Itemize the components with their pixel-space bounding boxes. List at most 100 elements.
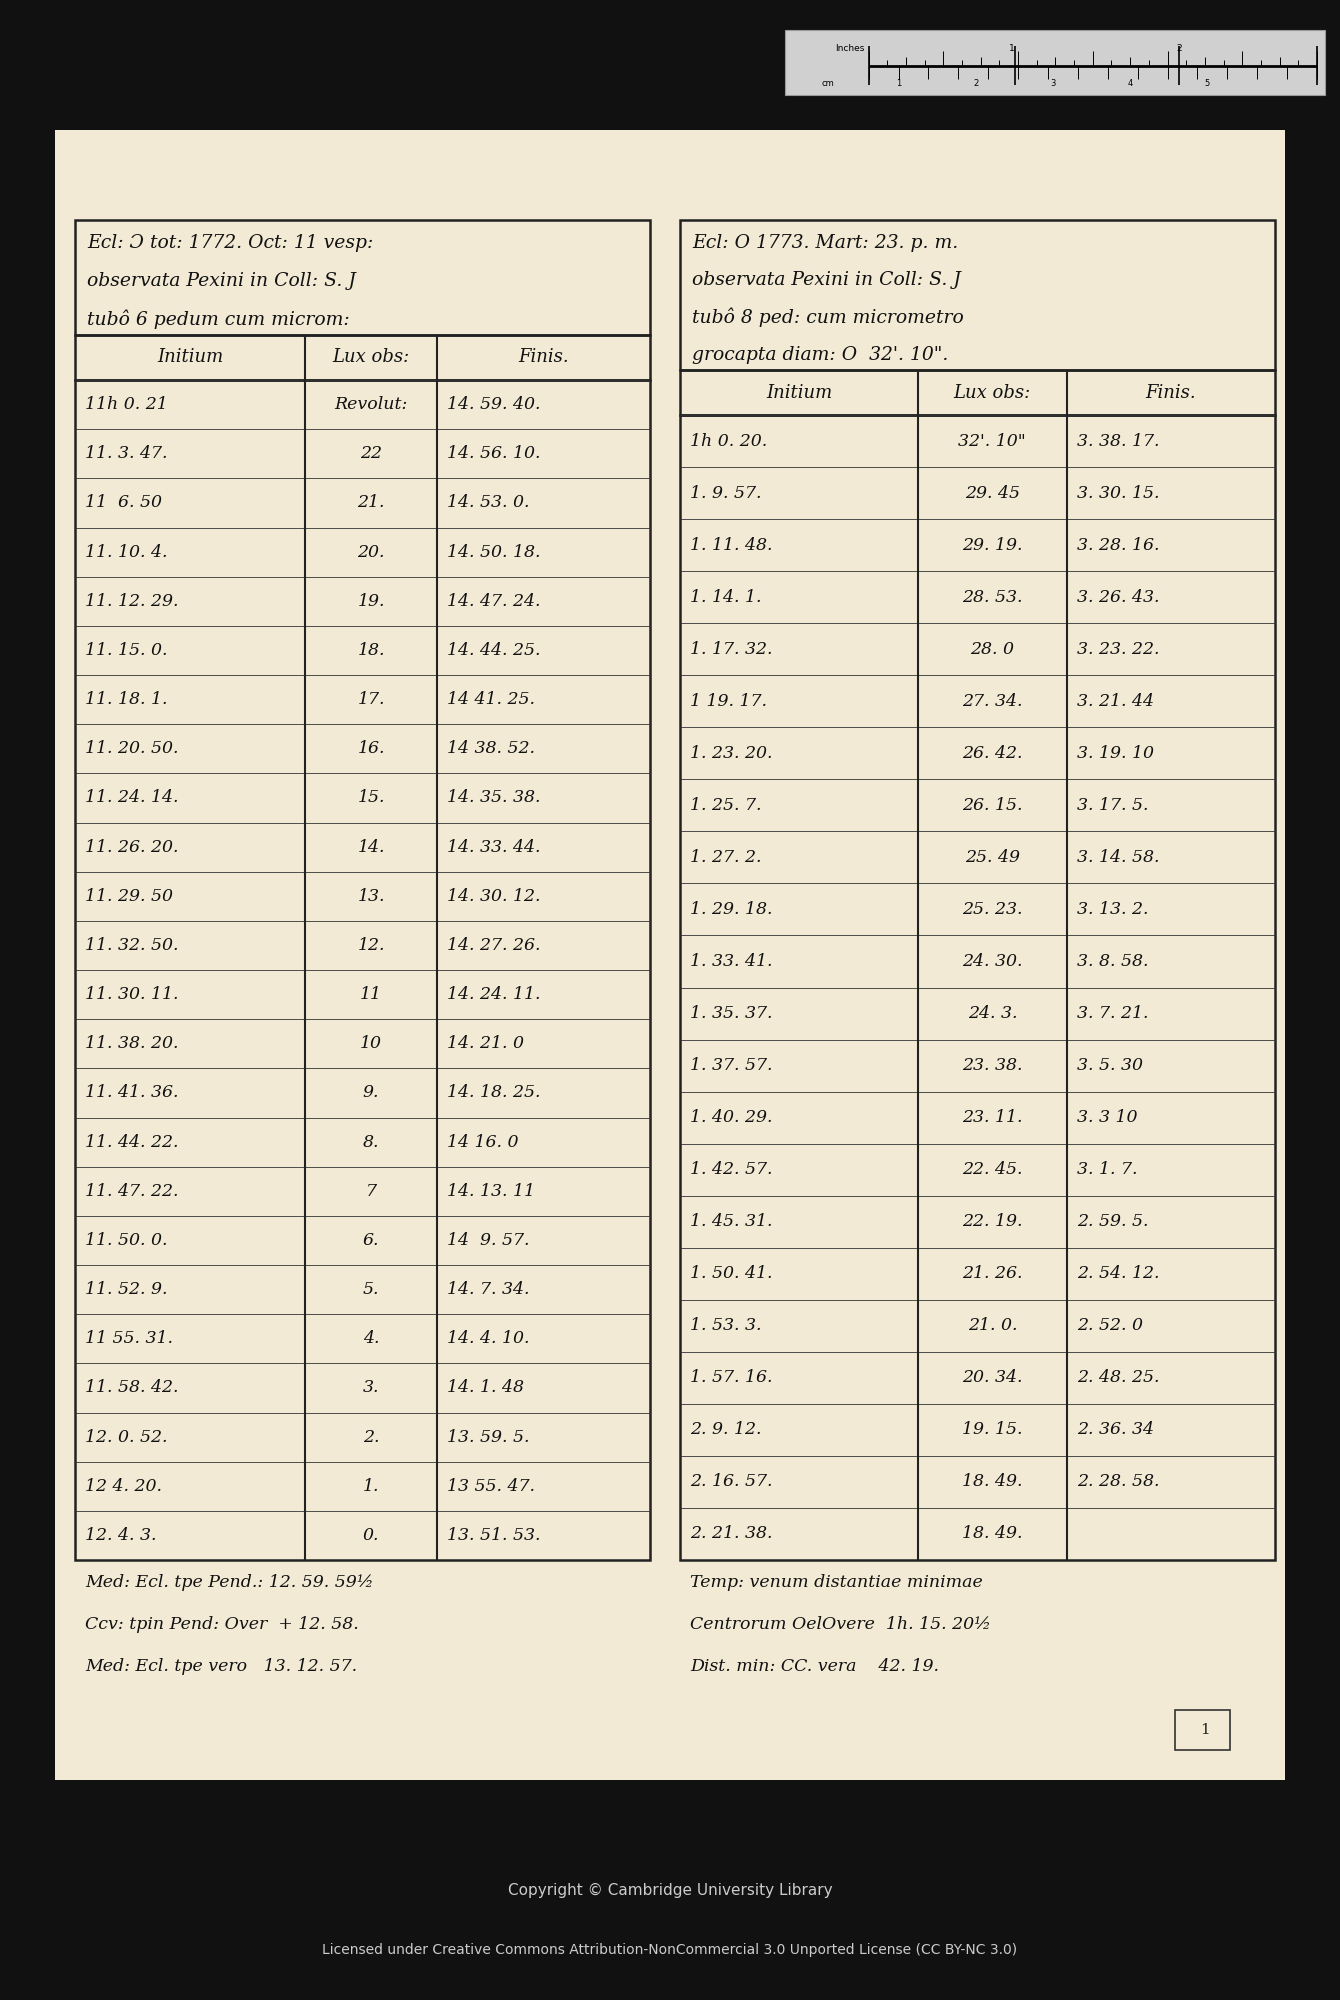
Text: 10: 10 — [360, 1036, 382, 1052]
Text: Copyright © Cambridge University Library: Copyright © Cambridge University Library — [508, 1882, 832, 1898]
Text: 11. 58. 42.: 11. 58. 42. — [84, 1380, 178, 1396]
Text: 20.: 20. — [358, 544, 385, 560]
Text: 21.: 21. — [358, 494, 385, 512]
Text: Inches: Inches — [835, 44, 864, 52]
Text: 3. 30. 15.: 3. 30. 15. — [1077, 484, 1159, 502]
Text: 26. 42.: 26. 42. — [962, 744, 1022, 762]
Bar — [75, 220, 650, 334]
Text: 7: 7 — [366, 1182, 377, 1200]
Text: 14 38. 52.: 14 38. 52. — [448, 740, 535, 758]
Text: 3. 38. 17.: 3. 38. 17. — [1077, 432, 1159, 450]
Text: 3.: 3. — [363, 1380, 379, 1396]
Text: 2.: 2. — [363, 1428, 379, 1446]
Text: 1. 11. 48.: 1. 11. 48. — [690, 536, 772, 554]
Text: 14. 27. 26.: 14. 27. 26. — [448, 936, 541, 954]
Text: Ccv: tpin Pend: Over  + 12. 58.: Ccv: tpin Pend: Over + 12. 58. — [84, 1616, 359, 1634]
Text: 4.: 4. — [363, 1330, 379, 1348]
Text: 3. 19. 10: 3. 19. 10 — [1077, 744, 1154, 762]
Text: 2. 52. 0: 2. 52. 0 — [1077, 1318, 1143, 1334]
Text: 1h 0. 20.: 1h 0. 20. — [690, 432, 768, 450]
Text: 28. 53.: 28. 53. — [962, 588, 1022, 606]
Text: 14. 1. 48: 14. 1. 48 — [448, 1380, 524, 1396]
Text: Med: Ecl. tpe Pend.: 12. 59. 59½: Med: Ecl. tpe Pend.: 12. 59. 59½ — [84, 1574, 374, 1592]
Text: 1. 40. 29.: 1. 40. 29. — [690, 1110, 772, 1126]
Text: 0.: 0. — [363, 1526, 379, 1544]
Text: 3. 8. 58.: 3. 8. 58. — [1077, 952, 1148, 970]
Text: 19.: 19. — [358, 592, 385, 610]
Text: 14. 47. 24.: 14. 47. 24. — [448, 592, 541, 610]
Text: 14. 13. 11: 14. 13. 11 — [448, 1182, 535, 1200]
Bar — [75, 334, 650, 380]
Text: Lux obs:: Lux obs: — [332, 348, 410, 366]
Text: 11. 15. 0.: 11. 15. 0. — [84, 642, 168, 658]
Text: 17.: 17. — [358, 692, 385, 708]
Text: 1. 23. 20.: 1. 23. 20. — [690, 744, 772, 762]
Text: 21. 0.: 21. 0. — [967, 1318, 1017, 1334]
Text: 14. 33. 44.: 14. 33. 44. — [448, 838, 541, 856]
Text: 1.: 1. — [363, 1478, 379, 1494]
Text: 14 16. 0: 14 16. 0 — [448, 1134, 519, 1150]
Text: 14. 21. 0: 14. 21. 0 — [448, 1036, 524, 1052]
Text: 14 41. 25.: 14 41. 25. — [448, 692, 535, 708]
Text: 13.: 13. — [358, 888, 385, 904]
Text: Finis.: Finis. — [519, 348, 570, 366]
Text: 11. 44. 22.: 11. 44. 22. — [84, 1134, 178, 1150]
Text: 12. 4. 3.: 12. 4. 3. — [84, 1526, 157, 1544]
Text: 12. 0. 52.: 12. 0. 52. — [84, 1428, 168, 1446]
Text: 2: 2 — [1177, 44, 1182, 52]
Text: 12 4. 20.: 12 4. 20. — [84, 1478, 162, 1494]
Text: 11. 20. 50.: 11. 20. 50. — [84, 740, 178, 758]
Text: observata Pexini in Coll: S. J: observata Pexini in Coll: S. J — [87, 272, 356, 290]
Text: 2. 21. 38.: 2. 21. 38. — [690, 1526, 772, 1542]
Text: 2: 2 — [973, 78, 978, 88]
Text: Initium: Initium — [157, 348, 224, 366]
Text: 11. 30. 11.: 11. 30. 11. — [84, 986, 178, 1004]
Text: 3: 3 — [1051, 78, 1056, 88]
Bar — [1175, 1710, 1230, 1750]
Text: 14. 7. 34.: 14. 7. 34. — [448, 1282, 529, 1298]
Text: 14  9. 57.: 14 9. 57. — [448, 1232, 529, 1248]
Text: grocapta diam: O  32'. 10".: grocapta diam: O 32'. 10". — [691, 346, 949, 364]
Text: Ecl: Ɔ tot: 1772. Oct: 11 vesp:: Ecl: Ɔ tot: 1772. Oct: 11 vesp: — [87, 234, 374, 252]
Text: 1: 1 — [1009, 44, 1014, 52]
Bar — [679, 370, 1274, 416]
Text: 3. 3 10: 3. 3 10 — [1077, 1110, 1138, 1126]
Text: Med: Ecl. tpe vero   13. 12. 57.: Med: Ecl. tpe vero 13. 12. 57. — [84, 1658, 358, 1674]
Text: 11. 50. 0.: 11. 50. 0. — [84, 1232, 168, 1248]
Text: 11. 47. 22.: 11. 47. 22. — [84, 1182, 178, 1200]
Text: 1. 27. 2.: 1. 27. 2. — [690, 848, 761, 866]
Text: 11 55. 31.: 11 55. 31. — [84, 1330, 173, 1348]
Text: 14. 44. 25.: 14. 44. 25. — [448, 642, 541, 658]
Text: 14. 50. 18.: 14. 50. 18. — [448, 544, 541, 560]
Text: 8.: 8. — [363, 1134, 379, 1150]
Text: 14. 35. 38.: 14. 35. 38. — [448, 790, 541, 806]
Text: 22. 19.: 22. 19. — [962, 1214, 1022, 1230]
Text: 11. 38. 20.: 11. 38. 20. — [84, 1036, 178, 1052]
Text: 1. 14. 1.: 1. 14. 1. — [690, 588, 761, 606]
Text: 14. 24. 11.: 14. 24. 11. — [448, 986, 541, 1004]
Text: 1. 57. 16.: 1. 57. 16. — [690, 1370, 772, 1386]
Text: 26. 15.: 26. 15. — [962, 796, 1022, 814]
Text: 1. 35. 37.: 1. 35. 37. — [690, 1006, 772, 1022]
Text: 1. 45. 31.: 1. 45. 31. — [690, 1214, 772, 1230]
Text: 13. 59. 5.: 13. 59. 5. — [448, 1428, 529, 1446]
Text: Licensed under Creative Commons Attribution-NonCommercial 3.0 Unported License (: Licensed under Creative Commons Attribut… — [323, 1944, 1017, 1956]
Text: 14. 18. 25.: 14. 18. 25. — [448, 1084, 541, 1102]
Text: 29. 19.: 29. 19. — [962, 536, 1022, 554]
Text: 3. 21. 44: 3. 21. 44 — [1077, 692, 1154, 710]
Text: 11. 41. 36.: 11. 41. 36. — [84, 1084, 178, 1102]
Text: 3. 28. 16.: 3. 28. 16. — [1077, 536, 1159, 554]
Text: 1. 29. 18.: 1. 29. 18. — [690, 900, 772, 918]
Text: 11. 26. 20.: 11. 26. 20. — [84, 838, 178, 856]
Text: 14. 30. 12.: 14. 30. 12. — [448, 888, 541, 904]
Text: 4: 4 — [1127, 78, 1132, 88]
Text: Revolut:: Revolut: — [335, 396, 407, 414]
Text: 3. 7. 21.: 3. 7. 21. — [1077, 1006, 1148, 1022]
Text: 3. 14. 58.: 3. 14. 58. — [1077, 848, 1159, 866]
Text: Centrorum OelOvere  1h. 15. 20½: Centrorum OelOvere 1h. 15. 20½ — [690, 1616, 992, 1634]
Bar — [75, 380, 650, 1560]
Text: 14.: 14. — [358, 838, 385, 856]
Bar — [55, 130, 1285, 1780]
Text: 23. 38.: 23. 38. — [962, 1058, 1022, 1074]
Bar — [679, 220, 1274, 370]
